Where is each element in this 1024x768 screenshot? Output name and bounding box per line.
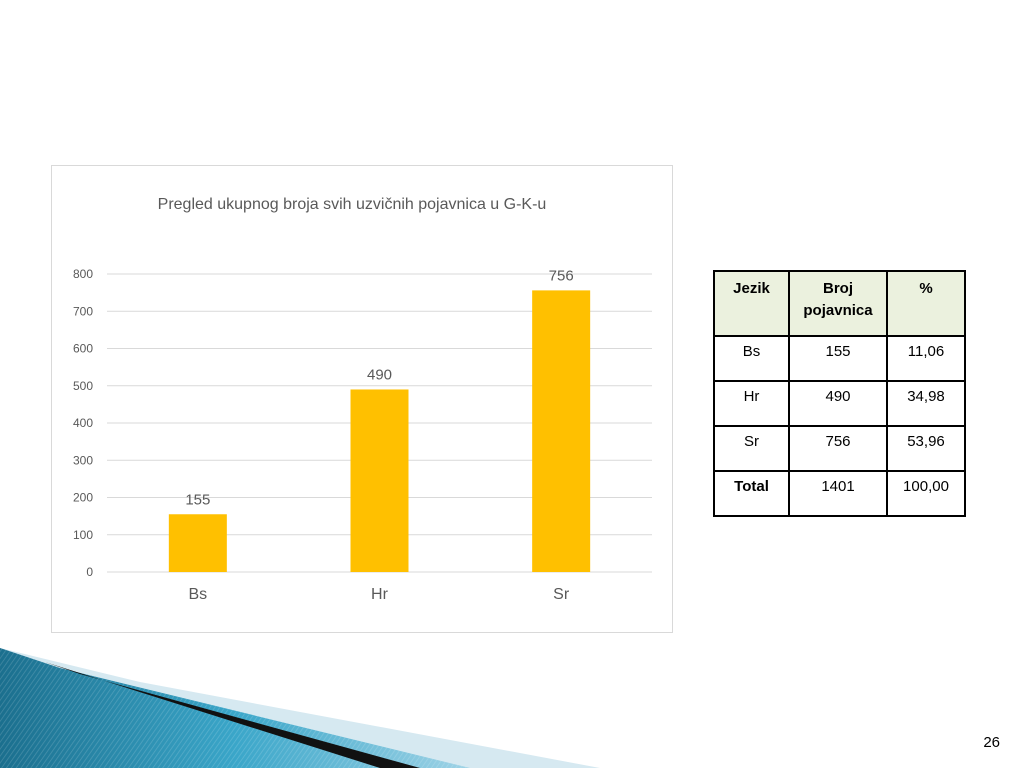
y-tick-label: 200 [73,491,93,505]
cell-total-label: Total [713,470,790,517]
y-tick-label: 800 [73,267,93,281]
cell-count: 756 [788,425,888,472]
bar-chart: Pregled ukupnog broja svih uzvičnih poja… [51,165,673,633]
summary-table: Jezik Broj pojavnica % Bs 155 11,06 Hr 4… [713,270,966,517]
y-tick-label: 500 [73,379,93,393]
chart-title: Pregled ukupnog broja svih uzvičnih poja… [158,196,547,213]
y-tick-label: 400 [73,416,93,430]
cell-total-percent: 100,00 [886,470,966,517]
y-tick-label: 100 [73,528,93,542]
y-tick-label: 300 [73,453,93,467]
cell-percent: 34,98 [886,380,966,427]
table-total-row: Total 1401 100,00 [713,470,966,517]
decorative-swoosh [0,648,600,768]
header-jezik: Jezik [713,270,790,337]
bars [168,290,591,572]
labels: 0 100 200 300 400 500 600 700 800 155 Bs 490 Hr 756 Sr [73,267,574,603]
bar-hr [350,389,409,572]
cell-language: Hr [713,380,790,427]
y-tick-label: 600 [73,342,93,356]
cell-percent: 11,06 [886,335,966,382]
x-category-label: Bs [188,586,207,603]
y-tick-label: 0 [86,565,93,579]
header-percent: % [886,270,966,337]
data-label: 490 [367,366,392,383]
table-row: Bs 155 11,06 [713,335,966,382]
bar-bs [168,514,227,572]
header-broj-pojavnica: Broj pojavnica [788,270,888,337]
data-label: 756 [549,267,574,284]
x-category-label: Hr [371,586,389,603]
bar-sr [532,290,591,572]
cell-count: 155 [788,335,888,382]
chart-svg: Pregled ukupnog broja svih uzvičnih poja… [73,196,652,603]
table-header-row: Jezik Broj pojavnica % [713,270,966,337]
y-tick-label: 700 [73,304,93,318]
table-row: Sr 756 53,96 [713,425,966,472]
cell-language: Bs [713,335,790,382]
cell-percent: 53,96 [886,425,966,472]
page-number: 26 [983,734,1000,751]
cell-count: 490 [788,380,888,427]
cell-language: Sr [713,425,790,472]
x-category-label: Sr [553,586,570,603]
cell-total-count: 1401 [788,470,888,517]
table-row: Hr 490 34,98 [713,380,966,427]
data-label: 155 [185,491,210,508]
